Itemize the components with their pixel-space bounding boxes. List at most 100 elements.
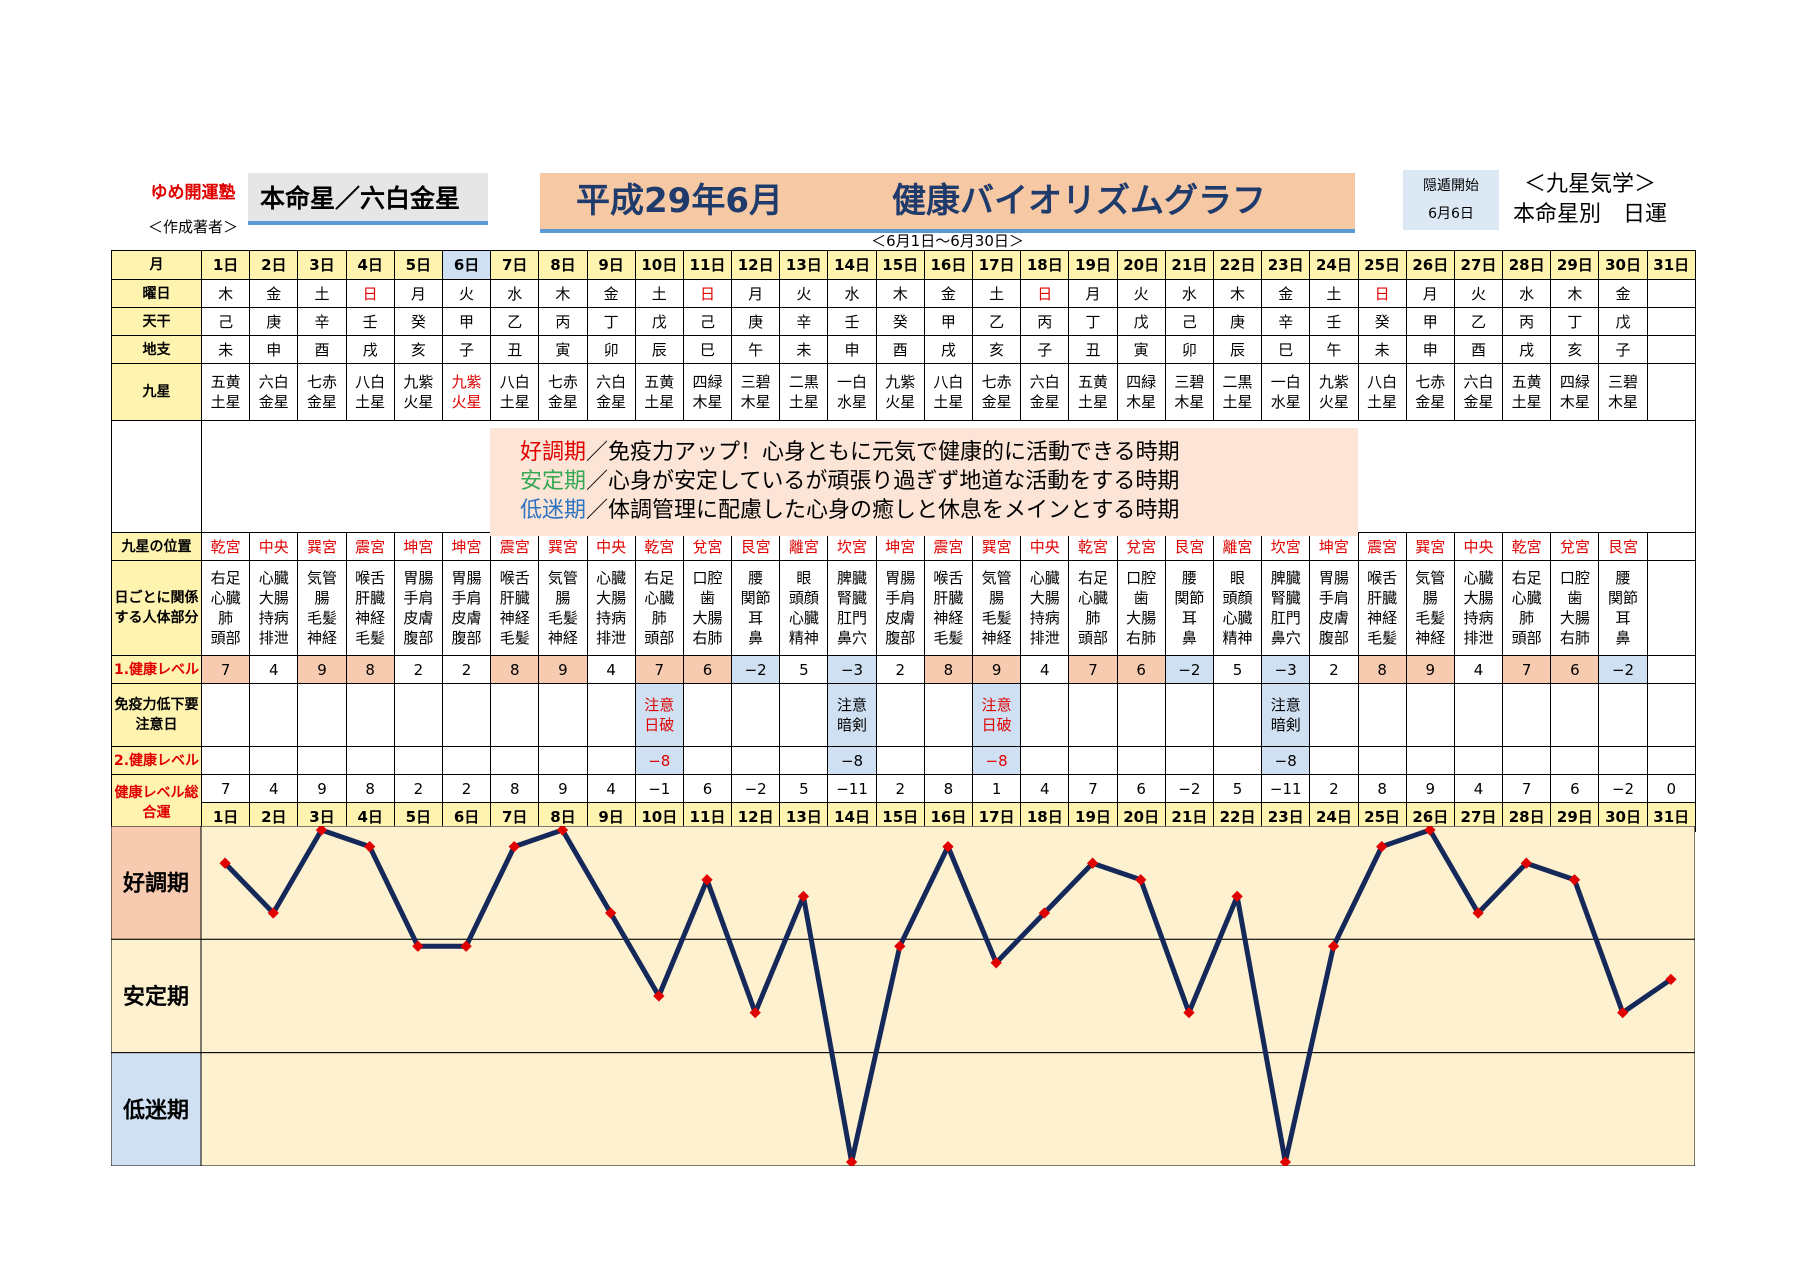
- body-cell: 心臓 大腸 持病 排泄: [1453, 560, 1504, 656]
- weekday-cell: 火: [779, 279, 829, 308]
- kyusei-text: 三碧: [1174, 373, 1205, 391]
- kyusei-text: 土星: [499, 393, 530, 411]
- kyusei-cell: 八白 土星: [923, 363, 974, 421]
- tenkan-cell: 乙: [971, 307, 1022, 336]
- level2-cell: [393, 746, 443, 775]
- level1-cell: 8: [1357, 655, 1407, 684]
- level2-cell: [1550, 746, 1600, 775]
- level2-cell: [297, 746, 347, 775]
- total-cell: 7: [1502, 774, 1552, 803]
- caution-cell: [779, 683, 829, 747]
- level2-cell: [1502, 746, 1552, 775]
- day-cell: 26日: [1405, 250, 1455, 280]
- tenkan-cell: 己: [682, 307, 733, 336]
- level1-cell: 2: [875, 655, 925, 684]
- level1-cell: 6: [1550, 655, 1600, 684]
- total-cell: 4: [249, 774, 299, 803]
- body-text: 持病: [1029, 609, 1060, 627]
- data-point: [1135, 874, 1147, 886]
- day-cell: 22日: [1212, 250, 1263, 280]
- kyusei-text: 金星: [547, 393, 578, 411]
- caution-cell: [297, 683, 347, 747]
- weekday-cell: 火: [441, 279, 492, 308]
- kyusei-text: 四緑: [1559, 373, 1590, 391]
- data-point: [1376, 840, 1388, 853]
- data-point: [1665, 973, 1677, 986]
- position-cell: 震宮: [923, 532, 974, 561]
- chishi-cell: 寅: [538, 335, 588, 364]
- kyusei-text: 金星: [1415, 393, 1446, 411]
- position-cell: 坤宮: [875, 532, 925, 561]
- kyusei-cell: 五黄 土星: [1502, 363, 1552, 421]
- body-text: 大腸: [1559, 609, 1590, 627]
- chishi-cell: 申: [249, 335, 299, 364]
- level1-cell: 7: [634, 655, 684, 684]
- kyusei-cell: 六白 金星: [1453, 363, 1504, 421]
- body-text: 右足: [210, 569, 241, 587]
- position-cell: [1646, 532, 1696, 561]
- body-text: 脾臓: [837, 569, 868, 587]
- body-text: 毛髪: [499, 629, 530, 647]
- kyusei-cell: 九紫 火星: [1309, 363, 1359, 421]
- chishi-cell: 子: [441, 335, 492, 364]
- fortune-table: 月 1日 2日 3日 4日 5日 6日 7日 8日 9日 10日 11日 12日 13日 14日 15日 16日…: [111, 250, 1696, 832]
- total-cell: 8: [1357, 774, 1407, 803]
- day-cell: 18日: [1020, 250, 1070, 280]
- data-point: [1038, 907, 1051, 919]
- kyusei-cell: 三碧 木星: [1164, 363, 1214, 421]
- caution-cell: 注意 暗剣: [1261, 683, 1311, 747]
- body-cell: 心臓 大腸 持病 排泄: [249, 560, 299, 656]
- chishi-cell: 亥: [971, 335, 1022, 364]
- body-text: 鼻: [1181, 629, 1197, 647]
- body-text: 毛髪: [306, 609, 337, 627]
- tenkan-cell: 壬: [345, 307, 395, 336]
- body-text: 肝臓: [933, 589, 964, 607]
- kyusei-text: 木星: [1174, 393, 1205, 411]
- body-text: 気管: [547, 569, 578, 587]
- level2-cell: [1646, 746, 1696, 775]
- level2-cell: [682, 746, 733, 775]
- body-cell: 気管腸毛髪 神経: [297, 560, 347, 656]
- caution-cell: [731, 683, 781, 747]
- body-cell: 気管腸毛髪 神経: [538, 560, 588, 656]
- body-text: 腰: [1181, 569, 1197, 587]
- total-cell: 1: [971, 774, 1022, 803]
- weekday-cell: 月: [1405, 279, 1455, 308]
- level2-cell: −8: [971, 746, 1022, 775]
- caution-row: 免疫力低下要注意日 注意 日破 注意 暗剣 注意 日破 注意 暗剣: [111, 683, 1696, 747]
- body-text: 皮膚: [403, 609, 434, 627]
- caution-text: 注意: [837, 696, 868, 714]
- body-text: 喉舌: [933, 569, 964, 587]
- caution-cell: [538, 683, 588, 747]
- body-text: 右足: [1077, 569, 1108, 587]
- body-row: 日ごとに関係する人体部分 右足 心臓肺頭部 心臓 大腸 持病 排泄 気管腸毛髪 神経 喉舌 肝臓 神経…: [111, 560, 1696, 656]
- kyusei-heading: ＜九星気学＞ 本命星別 日運: [1505, 170, 1675, 230]
- caution-cell: [1550, 683, 1600, 747]
- day-cell: 23日: [1261, 802, 1311, 832]
- chishi-cell: 寅: [1116, 335, 1166, 364]
- body-text: 肝臓: [355, 589, 386, 607]
- total-cell: 4: [1453, 774, 1504, 803]
- body-text: 毛髪: [981, 609, 1012, 627]
- kyusei-text: 七赤: [547, 373, 578, 391]
- body-text: 神経: [355, 609, 386, 627]
- row-label-tenkan: 天干: [111, 307, 202, 336]
- position-cell: 坎宮: [827, 532, 877, 561]
- caution-cell: [1598, 683, 1648, 747]
- total-cell: 7: [1068, 774, 1118, 803]
- day-cell: 21日: [1164, 250, 1214, 280]
- caution-cell: 注意 日破: [971, 683, 1022, 747]
- weekday-cell: 水: [827, 279, 877, 308]
- title-date: 平成29年6月: [576, 181, 783, 221]
- caution-cell: [1453, 683, 1504, 747]
- level1-cell: −2: [1598, 655, 1648, 684]
- chishi-cell: 未: [1357, 335, 1407, 364]
- band-label: 低迷期: [122, 1098, 189, 1123]
- kyusei-text: 五黄: [1511, 373, 1542, 391]
- level1-cell: 9: [297, 655, 347, 684]
- total-cell: 4: [1020, 774, 1070, 803]
- level1-cell: −2: [731, 655, 781, 684]
- body-cell: 喉舌 肝臓 神経 毛髪: [1357, 560, 1407, 656]
- position-cell: 乾宮: [1068, 532, 1118, 561]
- level1-cell: 2: [393, 655, 443, 684]
